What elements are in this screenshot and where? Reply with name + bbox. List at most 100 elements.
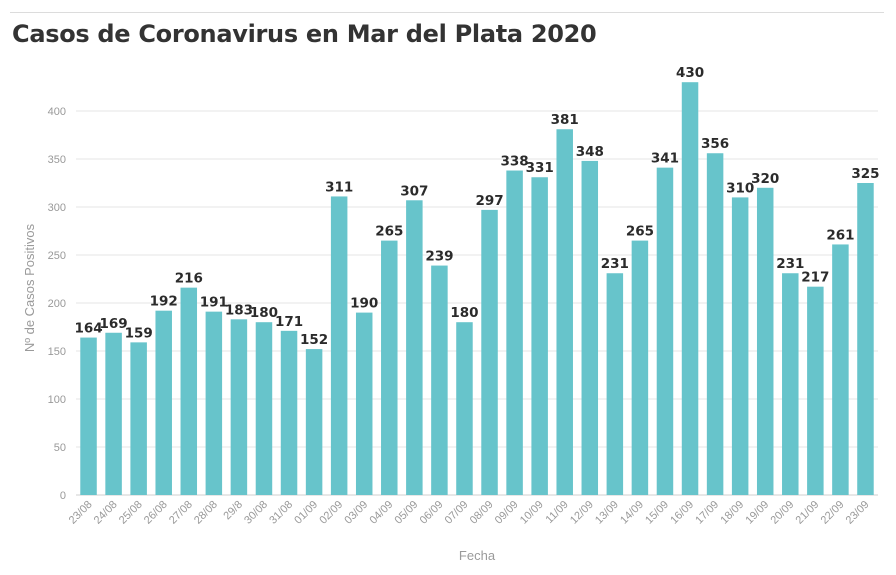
data-label: 297 bbox=[475, 193, 503, 209]
bar bbox=[506, 170, 523, 495]
x-tick-label: 22/09 bbox=[819, 499, 847, 527]
data-label: 169 bbox=[100, 316, 128, 332]
x-tick-label: 15/09 bbox=[643, 499, 671, 527]
data-label: 265 bbox=[626, 224, 654, 240]
y-tick-label: 250 bbox=[48, 250, 66, 262]
x-tick-label: 24/08 bbox=[92, 499, 120, 527]
data-label: 164 bbox=[74, 321, 102, 337]
bar bbox=[180, 287, 198, 495]
x-tick-label: 17/09 bbox=[693, 499, 721, 527]
data-label: 265 bbox=[375, 224, 403, 240]
data-label: 159 bbox=[125, 325, 153, 341]
data-label: 231 bbox=[776, 256, 804, 272]
x-tick-label: 21/09 bbox=[794, 499, 822, 527]
x-tick-label: 31/08 bbox=[267, 499, 295, 527]
data-label: 381 bbox=[551, 112, 579, 128]
x-tick-label: 05/09 bbox=[393, 499, 421, 527]
data-label: 231 bbox=[601, 256, 629, 272]
data-label: 192 bbox=[150, 294, 178, 310]
bar bbox=[782, 273, 799, 495]
bar bbox=[280, 330, 298, 495]
top-divider bbox=[10, 12, 884, 13]
y-tick-label: 150 bbox=[48, 346, 66, 358]
data-label: 180 bbox=[250, 305, 278, 321]
bars bbox=[80, 82, 874, 496]
x-tick-label: 23/08 bbox=[67, 499, 95, 527]
x-tick-label: 14/09 bbox=[618, 499, 646, 527]
data-label: 341 bbox=[651, 151, 679, 167]
y-tick-label: 100 bbox=[48, 394, 66, 406]
y-tick-label: 350 bbox=[48, 154, 66, 166]
bar bbox=[857, 183, 874, 495]
bar bbox=[832, 244, 849, 495]
data-label: 430 bbox=[676, 65, 704, 81]
x-tick-label: 16/09 bbox=[668, 499, 696, 527]
data-label: 320 bbox=[751, 171, 779, 187]
data-label: 311 bbox=[325, 179, 353, 195]
y-axis-ticks: 0 50 100 150 200 250 300 350 400 bbox=[48, 106, 66, 502]
data-labels: 1641691591922161911831801711523111902653… bbox=[74, 65, 879, 348]
bar bbox=[581, 160, 599, 496]
data-label: 180 bbox=[450, 305, 478, 321]
x-tick-label: 06/09 bbox=[418, 499, 446, 527]
x-tick-label: 12/09 bbox=[568, 499, 596, 527]
data-label: 152 bbox=[300, 332, 328, 348]
x-tick-label: 10/09 bbox=[518, 499, 546, 527]
x-tick-label: 19/09 bbox=[743, 499, 771, 527]
y-tick-label: 300 bbox=[48, 202, 66, 214]
x-tick-label: 07/09 bbox=[443, 499, 471, 527]
data-label: 217 bbox=[801, 270, 829, 286]
data-label: 331 bbox=[526, 160, 554, 176]
bar bbox=[556, 129, 573, 496]
bar bbox=[456, 322, 473, 495]
bar bbox=[155, 310, 172, 495]
bar bbox=[230, 319, 248, 495]
bar bbox=[355, 312, 373, 495]
data-label: 191 bbox=[200, 295, 228, 311]
bar bbox=[531, 177, 548, 496]
bar bbox=[681, 82, 699, 495]
bar bbox=[631, 240, 649, 495]
x-tick-label: 04/09 bbox=[367, 499, 395, 527]
x-axis-label: Fecha bbox=[459, 548, 496, 563]
bar bbox=[105, 332, 122, 495]
bar bbox=[807, 286, 824, 495]
x-tick-label: 02/09 bbox=[317, 499, 345, 527]
data-label: 348 bbox=[576, 144, 604, 160]
data-label: 307 bbox=[400, 183, 428, 199]
data-label: 261 bbox=[826, 227, 854, 243]
bar bbox=[756, 187, 774, 496]
data-label: 338 bbox=[501, 154, 529, 170]
y-tick-label: 200 bbox=[48, 298, 66, 310]
bar bbox=[481, 209, 498, 495]
x-tick-label: 20/09 bbox=[768, 499, 796, 527]
bar bbox=[381, 240, 398, 495]
data-label: 183 bbox=[225, 302, 253, 318]
bar bbox=[731, 197, 749, 495]
x-tick-label: 03/09 bbox=[342, 499, 370, 527]
x-tick-label: 11/09 bbox=[543, 499, 570, 526]
data-label: 356 bbox=[701, 136, 729, 152]
bar bbox=[255, 322, 273, 495]
bar bbox=[80, 337, 97, 495]
x-tick-label: 25/08 bbox=[117, 499, 145, 527]
data-label: 171 bbox=[275, 314, 303, 330]
data-label: 216 bbox=[175, 271, 203, 287]
x-tick-label: 13/09 bbox=[593, 499, 621, 527]
bar bbox=[656, 167, 674, 495]
x-tick-label: 26/08 bbox=[142, 499, 170, 527]
data-label: 190 bbox=[350, 296, 378, 312]
bar bbox=[130, 342, 147, 495]
x-tick-label: 09/09 bbox=[493, 499, 521, 527]
x-tick-label: 27/08 bbox=[167, 499, 195, 527]
data-label: 310 bbox=[726, 180, 754, 196]
bar bbox=[606, 273, 624, 495]
y-tick-label: 0 bbox=[60, 490, 66, 502]
data-label: 325 bbox=[851, 166, 879, 182]
x-tick-label: 18/09 bbox=[718, 499, 746, 527]
bar bbox=[205, 311, 223, 495]
y-tick-label: 400 bbox=[48, 106, 66, 118]
bar bbox=[706, 153, 724, 496]
